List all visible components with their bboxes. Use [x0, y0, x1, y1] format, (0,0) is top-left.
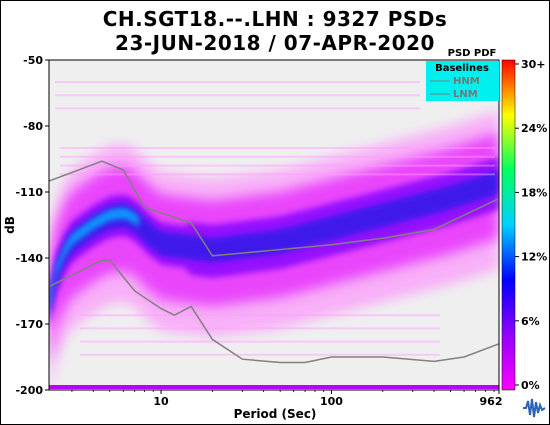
colorbar-tick-label: 0%: [521, 379, 540, 392]
density-layer: [49, 81, 499, 390]
x-axis: 10 100 962: [71, 390, 503, 408]
y-tick-label: -110: [15, 186, 43, 199]
density-hot: [49, 207, 139, 311]
colorbar-ticks: 0% 6% 12% 18% 24% 30+: [515, 58, 547, 392]
x-tick-label: 10: [153, 395, 169, 408]
y-tick-label: -50: [23, 54, 43, 67]
x-tick-label: 100: [320, 395, 343, 408]
colorbar-tick-label: 30+: [521, 58, 546, 71]
legend-item-hnm: HNM: [453, 76, 480, 87]
legend-title: Baselines: [435, 63, 489, 74]
y-tick-label: -140: [15, 252, 43, 265]
legend: PSD PDF Baselines HNM LNM: [426, 48, 499, 101]
y-axis: -50 -80 -110 -140 -170 -200: [15, 54, 49, 397]
colorbar-title: PSD PDF: [448, 48, 497, 59]
legend-item-lnm: LNM: [453, 89, 478, 100]
colorbar-tick-label: 24%: [521, 122, 547, 135]
colorbar-tick-label: 12%: [521, 251, 547, 264]
colorbar-tick-label: 18%: [521, 186, 547, 199]
floor-band: [49, 385, 499, 389]
density-band-core: [49, 170, 499, 320]
y-axis-label: dB: [3, 216, 17, 234]
density-hot-spot: [49, 207, 139, 311]
density-core: [49, 156, 499, 329]
chart-title: CH.SGT18.--.LHN : 9327 PSDs: [102, 7, 448, 31]
y-tick-label: -200: [15, 384, 43, 397]
plot-border: [48, 59, 500, 391]
y-tick-label: -170: [15, 318, 43, 331]
density-streaks: [55, 81, 495, 356]
colorbar-tick-label: 6%: [521, 315, 540, 328]
x-axis-label: Period (Sec): [234, 407, 317, 421]
baseline-lines: [49, 160, 499, 364]
chart-subtitle: 23-JUN-2018 / 07-APR-2020: [115, 31, 435, 55]
x-tick-label: 962: [480, 395, 503, 408]
y-tick-label: -80: [23, 120, 43, 133]
series-lnm-line: [49, 259, 499, 364]
series-hnm-line: [49, 160, 499, 257]
colorbar: [501, 59, 516, 391]
logo: [522, 396, 546, 420]
